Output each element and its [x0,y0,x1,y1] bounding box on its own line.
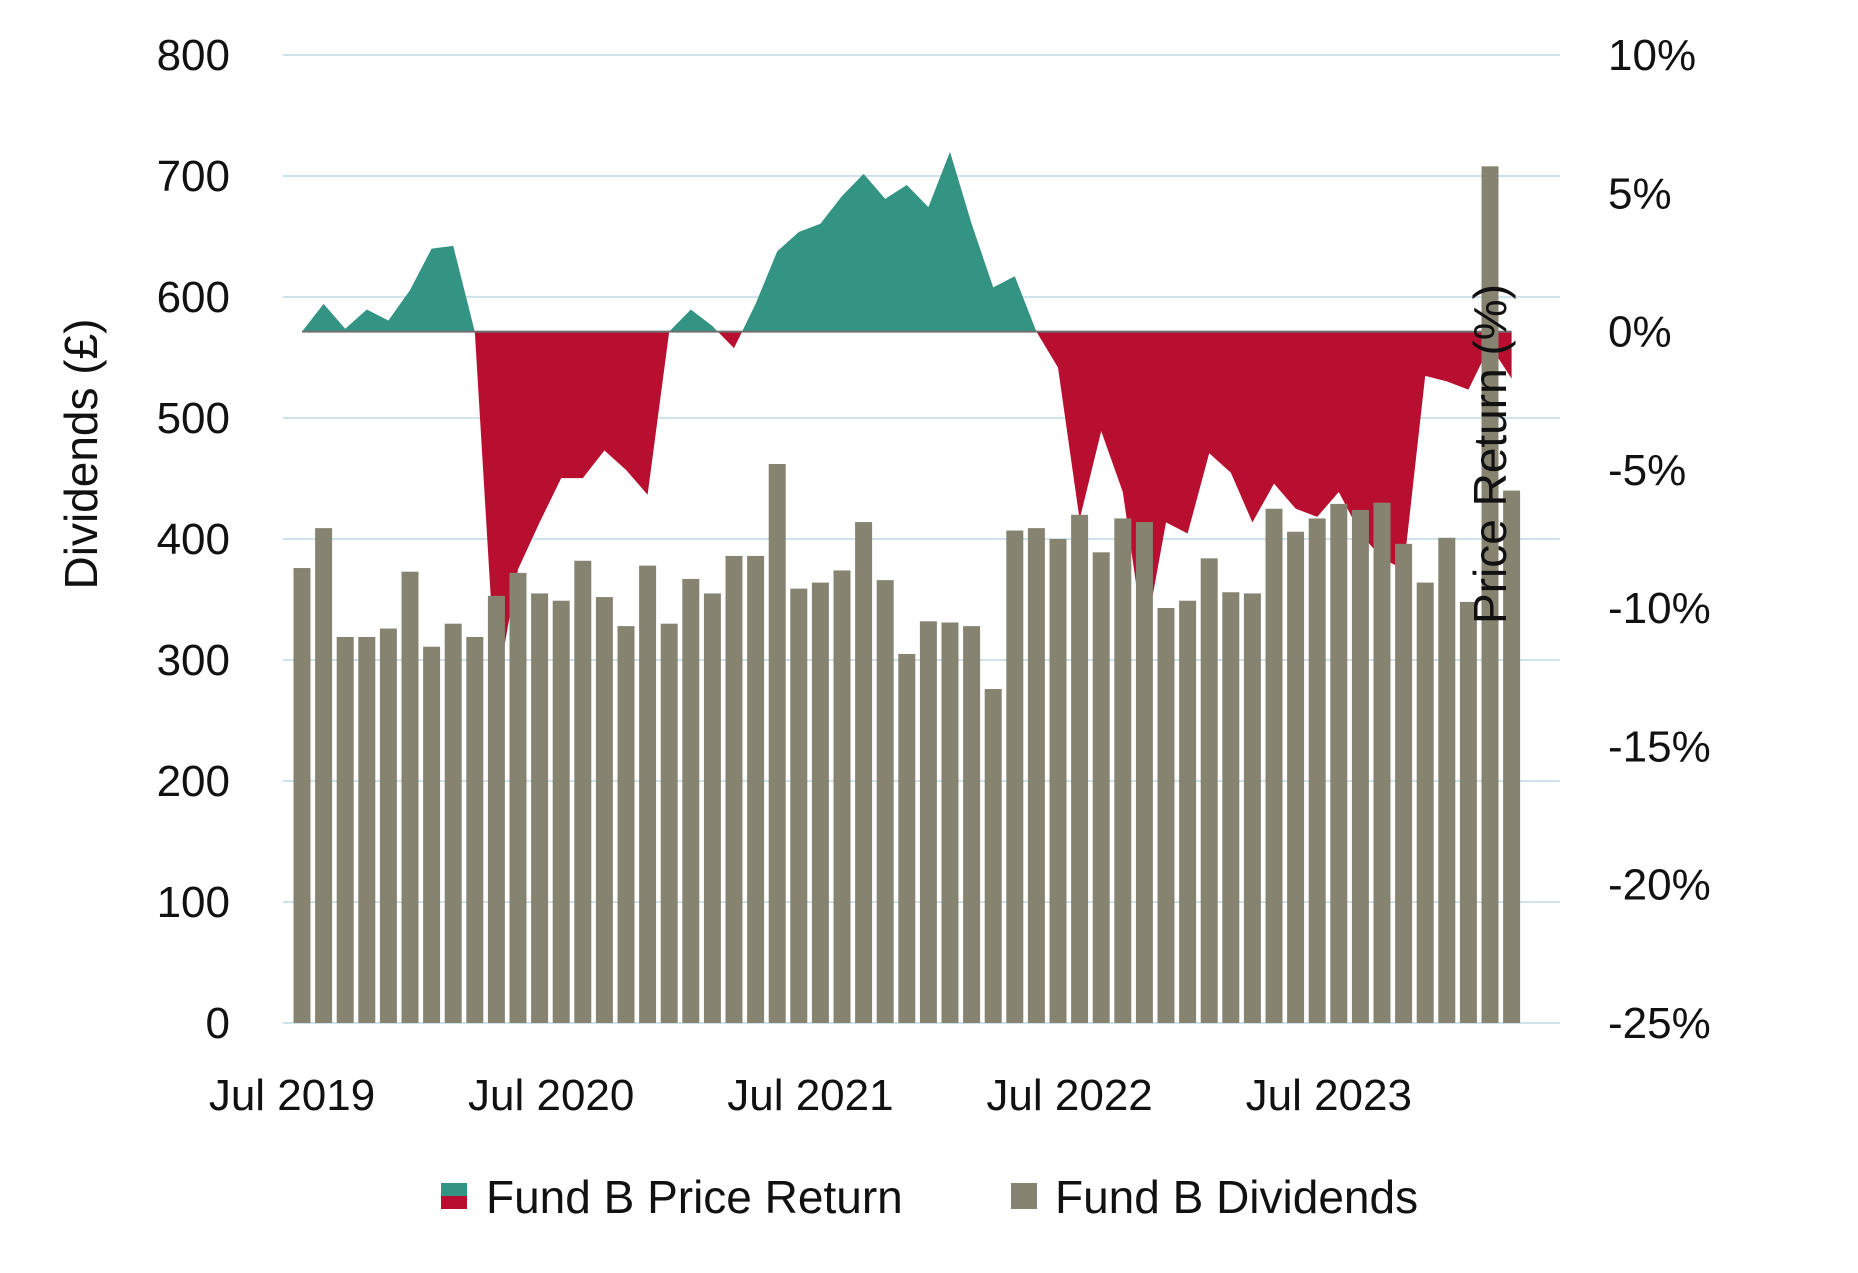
dividend-bar-5 [401,571,419,1023]
dividend-bar-39 [1135,522,1153,1023]
dividend-bar-12 [552,600,570,1023]
left-axis-ticks: 0 100 200 300 400 500 600 700 800 [157,31,230,1048]
dividend-bar-47 [1308,518,1326,1023]
price-return-positive-area [302,151,1037,332]
dividend-bar-54 [1459,601,1477,1023]
dividend-bar-14 [595,597,613,1023]
legend-label-price-return: Fund B Price Return [486,1171,903,1223]
dividend-bar-45 [1265,508,1283,1023]
dividend-bar-31 [963,626,981,1023]
dividend-bar-53 [1438,537,1456,1023]
right-tick-label-2: -15% [1608,722,1711,771]
dividend-bar-16 [639,565,657,1023]
legend-swatch-return-positive [441,1183,467,1196]
dividend-bar-23 [790,588,808,1023]
dividend-bar-4 [379,628,397,1023]
dividend-bar-44 [1243,593,1261,1023]
dividend-bar-55 [1481,166,1499,1023]
legend-label-dividends: Fund B Dividends [1055,1171,1418,1223]
dividend-bar-7 [444,623,462,1023]
dividend-bar-25 [833,570,851,1023]
left-tick-label-100: 100 [157,878,230,927]
dividend-bars [293,166,1521,1024]
dividend-bar-40 [1157,607,1175,1023]
dividend-bar-0 [293,568,311,1023]
left-tick-label-600: 600 [157,273,230,322]
legend-item-price-return: Fund B Price Return [441,1171,903,1223]
dividend-bar-41 [1179,600,1197,1023]
dividend-bar-37 [1092,552,1110,1023]
dividend-bar-30 [941,622,959,1023]
dividend-bar-51 [1395,543,1413,1023]
dividend-bar-42 [1200,558,1218,1023]
dividend-bar-24 [811,582,829,1023]
dividend-bar-9 [487,595,505,1023]
left-tick-label-800: 800 [157,31,230,80]
dividend-bar-52 [1416,582,1434,1023]
dividend-bar-18 [682,578,700,1023]
dividend-bar-6 [423,646,441,1023]
right-tick-label-0: -25% [1608,999,1711,1048]
dividend-bar-13 [574,560,592,1023]
dividend-bar-19 [703,593,721,1023]
right-tick-label-4: -5% [1608,446,1686,495]
right-tick-label-7: 10% [1608,31,1696,80]
left-tick-label-300: 300 [157,636,230,685]
dividend-bar-38 [1114,518,1132,1023]
left-axis-title: Dividends (£) [55,319,107,590]
dividend-bar-35 [1049,539,1067,1023]
dividend-bar-50 [1373,502,1391,1023]
left-tick-label-0: 0 [206,999,230,1048]
dividend-bar-8 [466,637,484,1023]
x-tick-label-1: Jul 2020 [468,1071,634,1120]
legend: Fund B Price Return Fund B Dividends [441,1171,1418,1223]
left-tick-label-200: 200 [157,757,230,806]
dividend-bar-56 [1503,490,1521,1024]
legend-swatch-return-negative [441,1196,467,1209]
dividend-bar-3 [358,637,376,1023]
left-tick-label-500: 500 [157,394,230,443]
dividend-bar-34 [1027,528,1045,1023]
dividend-bar-27 [876,580,894,1023]
dividend-bar-48 [1330,503,1348,1023]
dividend-bar-17 [660,623,678,1023]
dividend-bar-15 [617,626,635,1023]
legend-item-dividends: Fund B Dividends [1011,1171,1418,1223]
dividend-bar-28 [898,653,916,1023]
dividend-bar-32 [984,689,1002,1023]
dividend-bar-43 [1222,592,1240,1023]
dividend-bar-33 [1006,530,1024,1023]
right-tick-label-1: -20% [1608,861,1711,910]
dividend-bar-46 [1287,531,1305,1023]
dividend-bar-10 [509,572,527,1023]
dividend-bar-36 [1071,514,1089,1023]
dividend-bar-21 [747,555,765,1023]
price-return-negative-area [474,331,1512,692]
dividend-bar-26 [855,522,873,1023]
right-tick-label-6: 5% [1608,169,1672,218]
x-tick-label-2: Jul 2021 [727,1071,893,1120]
dividend-bar-11 [531,593,549,1023]
x-tick-label-4: Jul 2023 [1246,1071,1412,1120]
legend-swatch-dividends [1011,1183,1037,1209]
dividend-bar-22 [768,463,786,1024]
right-tick-label-3: -10% [1608,584,1711,633]
dividend-bar-49 [1351,509,1369,1024]
dividend-bar-29 [919,621,937,1023]
dividend-bar-2 [336,637,354,1023]
x-tick-label-3: Jul 2022 [986,1071,1152,1120]
right-axis-title: Price Return (%) [1464,284,1516,624]
dividend-bar-20 [725,555,743,1023]
x-axis-ticks: Jul 2019 Jul 2020 Jul 2021 Jul 2022 Jul 2023 [209,1071,1412,1120]
left-tick-label-400: 400 [157,515,230,564]
left-tick-label-700: 700 [157,152,230,201]
dividend-bar-1 [315,528,333,1023]
right-tick-label-5: 0% [1608,308,1672,357]
right-axis-ticks: -25% -20% -15% -10% -5% 0% 5% 10% [1608,31,1711,1048]
x-tick-label-0: Jul 2019 [209,1071,375,1120]
price-return-area [302,151,1512,692]
